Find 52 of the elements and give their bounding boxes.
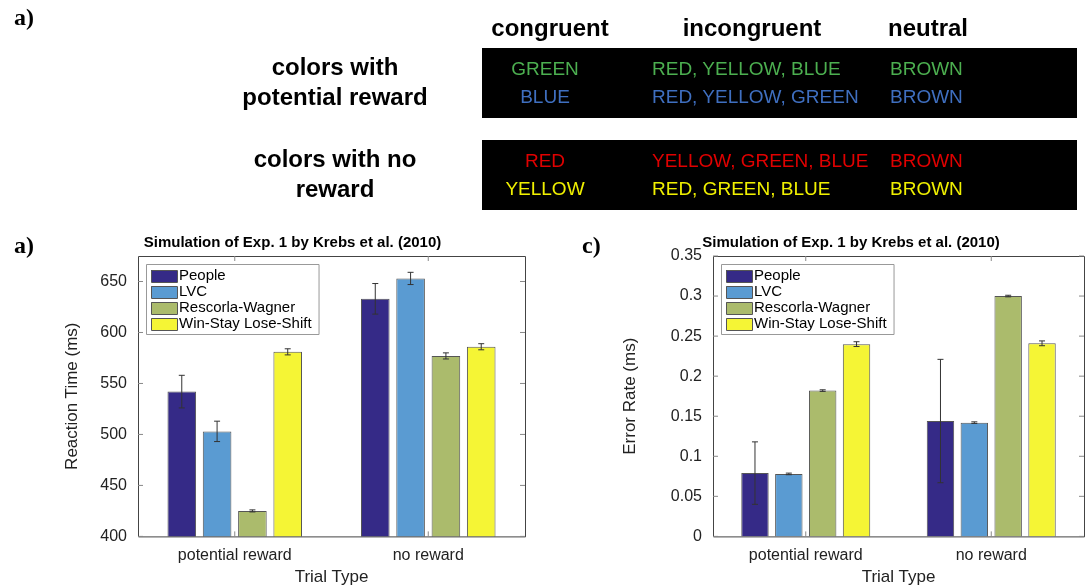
y-tick-label: 0.35 [670, 246, 703, 264]
x-tick-label: no reward [392, 546, 464, 564]
y-tick-label: 0.05 [670, 486, 703, 504]
text: RED, YELLOW, GREEN [652, 86, 859, 107]
text: BLUE [520, 86, 570, 107]
text: BROWN [890, 178, 963, 199]
y-tick-label: 0.15 [670, 406, 703, 424]
x-axis-title: Trial Type [294, 567, 369, 587]
y-axis-title: Reaction Time (ms) [61, 322, 81, 470]
legend-label: Win-Stay Lose-Shift [754, 314, 888, 332]
x-tick-label: no reward [955, 546, 1027, 564]
y-tick-label: 400 [100, 526, 128, 544]
text: BROWN [890, 86, 963, 107]
text: YELLOW, GREEN, BLUE [652, 150, 869, 171]
category-label: congruent [490, 14, 610, 42]
y-tick-label: 450 [100, 475, 128, 493]
legend-label: Rescorla-Wagner [179, 298, 296, 316]
text: RED [524, 150, 566, 171]
text: BROWN [890, 150, 963, 171]
category-label: neutral [887, 14, 969, 42]
legend-label: LVC [179, 282, 208, 300]
legend-label: Rescorla-Wagner [754, 298, 871, 316]
text: YELLOW [505, 178, 585, 199]
text: a) [14, 232, 34, 259]
text: BROWN [890, 58, 963, 79]
text: c) [582, 232, 601, 259]
y-axis-title: Error Rate (ms) [619, 337, 639, 455]
category-label: colors with potential reward [242, 53, 428, 110]
y-tick-label: 550 [100, 373, 128, 391]
legend-label: Win-Stay Lose-Shift [179, 314, 313, 332]
y-tick-label: 0.2 [679, 366, 703, 384]
category-label: incongruent [681, 14, 823, 42]
y-tick-label: 0.1 [679, 446, 703, 464]
x-tick-label: potential reward [748, 546, 863, 564]
y-tick-label: 0.3 [679, 286, 703, 304]
text: RED, YELLOW, BLUE [652, 58, 841, 79]
legend-label: People [754, 266, 801, 284]
category-label: colors with no reward [253, 145, 417, 202]
legend-label: People [179, 266, 226, 284]
y-tick-label: 600 [100, 322, 128, 340]
y-tick-label: 650 [100, 271, 128, 289]
x-tick-label: potential reward [177, 546, 292, 564]
text: RED, GREEN, BLUE [652, 178, 831, 199]
y-tick-label: 0.25 [670, 326, 703, 344]
x-axis-title: Trial Type [861, 567, 936, 587]
y-tick-label: 500 [100, 424, 128, 442]
y-tick-label: 0 [693, 526, 703, 544]
legend-label: LVC [754, 282, 783, 300]
chart-title: Simulation of Exp. 1 by Krebs et al. (2010) [143, 233, 442, 251]
text: a) [14, 4, 34, 31]
chart-title: Simulation of Exp. 1 by Krebs et al. (2010) [702, 233, 1000, 251]
text: GREEN [511, 58, 579, 79]
